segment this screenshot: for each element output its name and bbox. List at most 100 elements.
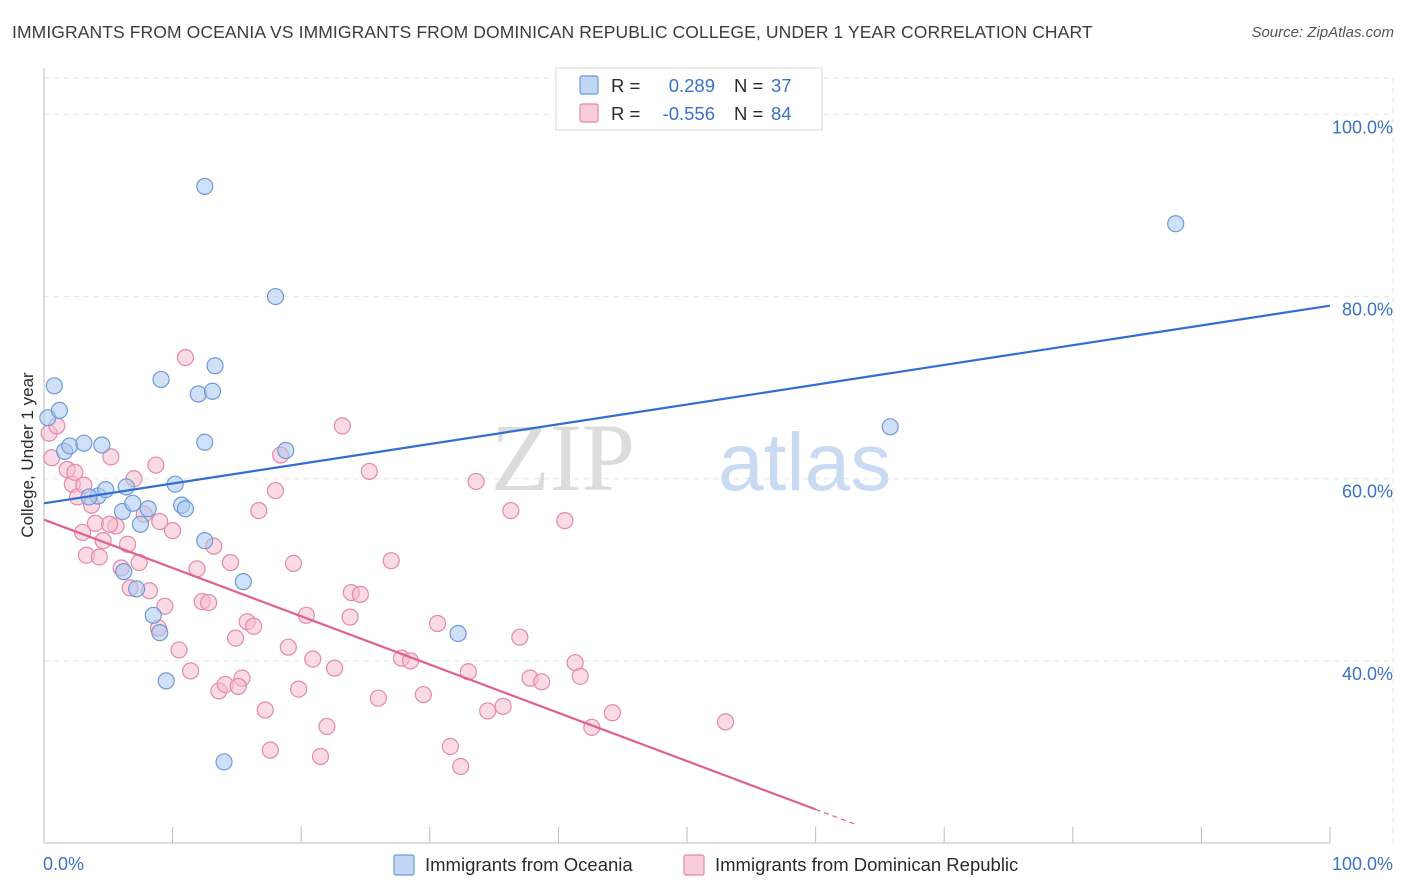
- point-oceania-23: [189, 385, 207, 403]
- y-tick-labels: 40.0% 60.0% 80.0% 100.0%: [1332, 117, 1393, 683]
- point-dominican-21: [151, 512, 169, 531]
- trend-lines: [43, 304, 1331, 825]
- bottom-legend-label-oceania: Immigrants from Oceania: [425, 854, 633, 875]
- point-oceania-33: [196, 532, 214, 550]
- point-dominican-39: [256, 701, 274, 719]
- y-tick-label-3: 100.0%: [1332, 117, 1393, 137]
- point-oceania-22: [176, 500, 195, 518]
- point-dominican-53: [351, 585, 369, 603]
- point-dominican-64: [467, 472, 485, 491]
- point-oceania-13: [131, 515, 150, 533]
- point-dominican-10: [90, 548, 108, 566]
- point-oceania-7: [93, 436, 111, 454]
- watermark: ZIP atlas: [491, 404, 891, 511]
- point-oceania-35: [881, 418, 899, 436]
- point-dominican-68: [511, 628, 529, 646]
- point-oceania-4: [61, 437, 79, 455]
- point-dominican-76: [100, 515, 119, 533]
- y-tick-label-2: 80.0%: [1342, 300, 1393, 320]
- bottom-legend: Immigrants from Oceania Immigrants from …: [393, 854, 1018, 876]
- point-oceania-28: [196, 177, 214, 195]
- axes: [43, 68, 1331, 844]
- point-dominican-49: [318, 717, 336, 736]
- x-tick-label-0: 0.0%: [43, 854, 84, 874]
- point-dominican-33: [221, 553, 240, 572]
- x-tick-label-100: 100.0%: [1332, 854, 1393, 874]
- point-dominican-75: [603, 704, 622, 722]
- point-dominican-61: [441, 737, 459, 756]
- y-tick-label-0: 40.0%: [1342, 664, 1393, 684]
- point-oceania-25: [152, 370, 170, 389]
- point-dominican-22: [156, 597, 174, 615]
- point-oceania-17: [115, 563, 133, 581]
- point-dominican-66: [494, 697, 512, 715]
- point-oceania-19: [157, 672, 175, 690]
- point-dominican-59: [414, 685, 432, 704]
- point-oceania-5: [75, 434, 93, 452]
- point-dominican-37: [245, 617, 263, 635]
- point-dominican-65: [479, 702, 497, 720]
- legend-box: [555, 67, 823, 131]
- point-oceania-16: [127, 580, 146, 598]
- point-dominican-11: [94, 532, 112, 550]
- point-dominican-20: [147, 456, 165, 474]
- watermark-atlas: atlas: [718, 417, 891, 508]
- point-dominican-79: [229, 677, 247, 695]
- point-dominican-56: [382, 552, 400, 570]
- legend: R = 0.289 N = 37 R = -0.556 N = 84: [555, 67, 823, 131]
- trend-line-dominican-extension: [815, 808, 855, 825]
- legend-r-value-oceania: 0.289: [669, 75, 715, 96]
- bottom-legend-swatch-oceania: [393, 854, 415, 876]
- point-oceania-31: [277, 441, 295, 460]
- point-dominican-67: [502, 501, 520, 520]
- point-oceania-12: [124, 494, 142, 512]
- bottom-legend-label-dominican: Immigrants from Dominican Republic: [715, 854, 1018, 875]
- point-dominican-62: [452, 757, 470, 776]
- legend-n-label-oceania: N =: [734, 75, 763, 96]
- point-oceania-29: [234, 573, 252, 591]
- source-credit: Source: ZipAtlas.com: [1251, 24, 1394, 41]
- legend-r-label-oceania: R =: [611, 75, 640, 96]
- legend-swatch-dominican: [579, 103, 599, 123]
- point-oceania-36: [1167, 215, 1185, 233]
- y-tick-label-1: 60.0%: [1342, 482, 1393, 502]
- legend-n-value-oceania: 37: [771, 75, 792, 96]
- point-dominican-80: [341, 608, 359, 626]
- legend-r-label-dominican: R =: [611, 103, 640, 124]
- point-dominican-44: [284, 554, 303, 573]
- point-dominican-73: [571, 667, 589, 685]
- point-dominican-48: [311, 747, 330, 766]
- point-dominican-12: [102, 448, 120, 466]
- point-oceania-27: [206, 357, 224, 375]
- point-dominican-51: [333, 417, 351, 435]
- y-axis-label: College, Under 1 year: [18, 372, 37, 538]
- watermark-zip: ZIP: [491, 404, 635, 511]
- point-dominican-24: [170, 641, 188, 659]
- legend-n-label-dominican: N =: [734, 103, 763, 124]
- trend-line-oceania: [43, 304, 1331, 505]
- point-dominican-43: [279, 638, 297, 656]
- point-oceania-26: [203, 382, 222, 400]
- legend-swatch-oceania: [579, 75, 599, 95]
- point-oceania-15: [144, 606, 162, 624]
- point-dominican-60: [428, 614, 447, 633]
- point-dominican-81: [716, 713, 735, 731]
- point-dominican-45: [290, 680, 308, 698]
- point-oceania-34: [449, 624, 467, 643]
- point-oceania-18: [151, 624, 169, 642]
- point-dominican-71: [556, 512, 574, 530]
- point-dominican-40: [261, 741, 279, 759]
- chart-title: IMMIGRANTS FROM OCEANIA VS IMMIGRANTS FR…: [12, 22, 1093, 42]
- point-dominican-55: [369, 689, 387, 707]
- point-dominican-34: [227, 629, 245, 647]
- bottom-legend-swatch-dominican: [683, 854, 705, 876]
- point-dominican-41: [266, 481, 285, 500]
- point-dominican-25: [176, 348, 195, 367]
- point-dominican-50: [326, 659, 344, 677]
- point-oceania-14: [139, 500, 157, 518]
- point-dominican-38: [250, 501, 268, 520]
- legend-n-value-dominican: 84: [771, 103, 792, 124]
- point-dominican-15: [118, 535, 137, 553]
- point-dominican-54: [360, 462, 378, 481]
